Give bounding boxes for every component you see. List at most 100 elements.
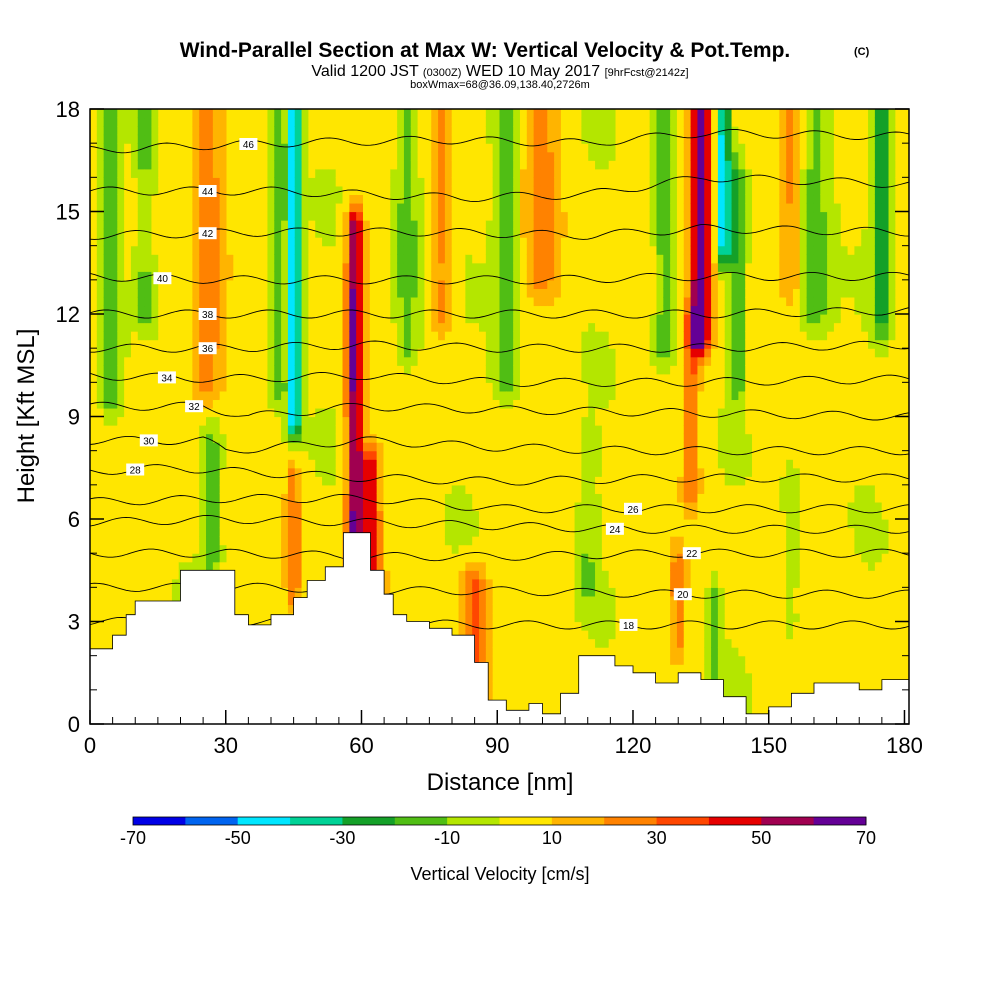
velocity-cell: [540, 476, 548, 486]
velocity-cell: [451, 296, 460, 307]
velocity-cell: [281, 228, 289, 238]
velocity-cell: [219, 220, 228, 230]
velocity-cell: [274, 476, 282, 486]
velocity-cell: [90, 587, 98, 597]
velocity-cell: [499, 143, 507, 153]
velocity-cell: [308, 493, 316, 503]
velocity-cell: [397, 151, 405, 161]
velocity-cell: [506, 621, 514, 631]
velocity-cell: [185, 544, 193, 554]
velocity-cell: [137, 160, 146, 170]
velocity-cell: [96, 587, 105, 597]
velocity-cell: [240, 296, 248, 307]
velocity-cell: [151, 450, 159, 460]
velocity-cell: [117, 553, 125, 563]
velocity-cell: [363, 399, 371, 409]
velocity-cell: [499, 664, 507, 674]
velocity-cell: [178, 561, 187, 571]
velocity-cell: [444, 450, 453, 460]
velocity-cell: [281, 237, 289, 247]
velocity-cell: [479, 348, 487, 358]
velocity-cell: [151, 348, 159, 358]
velocity-cell: [444, 194, 453, 204]
velocity-cell: [287, 356, 296, 366]
velocity-cell: [110, 245, 118, 255]
velocity-cell: [96, 185, 105, 196]
velocity-cell: [499, 595, 507, 606]
velocity-cell: [96, 544, 105, 554]
velocity-cell: [124, 493, 132, 503]
velocity-cell: [479, 416, 487, 426]
velocity-cell: [226, 331, 234, 341]
velocity-cell: [369, 433, 378, 443]
velocity-cell: [390, 245, 398, 255]
velocity-cell: [130, 262, 139, 272]
velocity-cell: [431, 416, 439, 426]
velocity-cell: [315, 501, 323, 512]
velocity-cell: [130, 245, 139, 255]
velocity-cell: [492, 595, 501, 606]
velocity-cell: [192, 271, 200, 281]
velocity-cell: [199, 390, 207, 401]
velocity-cell: [335, 476, 344, 486]
velocity-cell: [274, 254, 282, 264]
subtitle-fcst: [9hrFcst@2142z]: [605, 67, 689, 79]
velocity-cell: [151, 459, 159, 469]
velocity-cell: [219, 262, 228, 272]
velocity-cell: [287, 442, 296, 452]
velocity-cell: [199, 442, 207, 452]
velocity-cell: [356, 305, 364, 315]
velocity-cell: [513, 638, 521, 648]
velocity-cell: [178, 194, 187, 204]
velocity-cell: [424, 314, 432, 324]
velocity-cell: [212, 117, 221, 127]
velocity-cell: [349, 501, 357, 512]
velocity-cell: [246, 237, 255, 247]
velocity-cell: [124, 220, 132, 230]
velocity-cell: [403, 245, 412, 255]
velocity-cell: [465, 177, 473, 187]
velocity-cell: [96, 271, 105, 281]
velocity-cell: [403, 314, 412, 324]
velocity-cell: [151, 561, 159, 571]
velocity-cell: [533, 416, 542, 426]
velocity-cell: [451, 322, 460, 332]
velocity-cell: [315, 561, 323, 571]
velocity-cell: [233, 288, 241, 298]
velocity-cell: [287, 143, 296, 153]
velocity-cell: [185, 177, 193, 187]
velocity-cell: [226, 143, 234, 153]
velocity-cell: [322, 143, 330, 153]
velocity-cell: [335, 194, 344, 204]
velocity-cell: [533, 536, 542, 546]
velocity-cell: [192, 527, 200, 537]
velocity-cell: [369, 126, 378, 136]
velocity-cell: [492, 681, 501, 691]
velocity-cell: [137, 254, 146, 264]
velocity-cell: [438, 467, 446, 477]
velocity-cell: [165, 459, 173, 469]
velocity-cell: [417, 296, 426, 307]
velocity-cell: [267, 501, 275, 512]
velocity-cell: [274, 467, 282, 477]
velocity-cell: [376, 399, 385, 409]
velocity-cell: [376, 202, 385, 213]
velocity-cell: [479, 160, 487, 170]
velocity-cell: [110, 407, 118, 418]
velocity-cell: [322, 245, 330, 255]
velocity-cell: [465, 553, 473, 563]
velocity-cell: [246, 202, 255, 213]
velocity-cell: [130, 373, 139, 383]
velocity-cell: [363, 202, 371, 213]
velocity-cell: [356, 356, 364, 366]
velocity-cell: [260, 356, 269, 366]
velocity-cell: [90, 570, 98, 580]
velocity-cell: [96, 211, 105, 221]
velocity-cell: [274, 595, 282, 606]
velocity-cell: [274, 331, 282, 341]
velocity-cell: [451, 578, 460, 588]
velocity-cell: [158, 143, 166, 153]
velocity-cell: [547, 339, 555, 349]
velocity-cell: [356, 476, 364, 486]
velocity-cell: [240, 390, 248, 401]
